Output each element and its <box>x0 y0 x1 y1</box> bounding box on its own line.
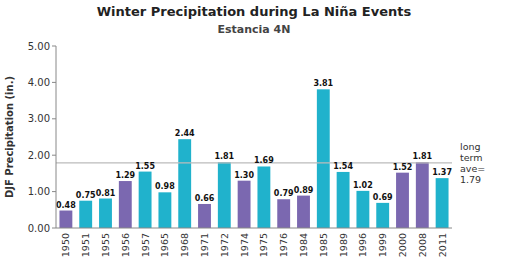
title: Winter Precipitation during La Niña Even… <box>97 4 412 19</box>
bar <box>218 162 231 228</box>
data-label: 1.02 <box>353 181 373 190</box>
average-label: longtermave=1.79 <box>460 141 485 185</box>
average-label-line: term <box>460 152 483 163</box>
y-tick-label: 2.00 <box>28 150 50 161</box>
x-tick-label: 1999 <box>377 233 388 257</box>
chart-container: Winter Precipitation during La Niña Even… <box>0 0 515 275</box>
bar <box>317 89 330 228</box>
y-tick-label: 0.00 <box>28 223 50 234</box>
data-label: 1.37 <box>432 168 452 177</box>
x-tick-label: 1984 <box>298 233 309 257</box>
data-label: 1.30 <box>234 171 254 180</box>
x-tick-label: 1971 <box>199 233 210 257</box>
x-tick-label: 1950 <box>60 233 71 257</box>
bar <box>436 178 449 228</box>
data-label: 0.98 <box>155 182 175 191</box>
y-tick <box>52 228 56 229</box>
x-tick-label: 1985 <box>318 233 329 257</box>
y-tick-label: 4.00 <box>28 77 50 88</box>
bar <box>277 199 290 228</box>
y-axis-line <box>56 46 57 228</box>
x-tick-label: 1955 <box>100 233 111 257</box>
bar <box>356 191 369 228</box>
bar <box>119 181 132 228</box>
x-tick-label: 1965 <box>159 233 170 257</box>
data-label: 1.29 <box>115 171 135 180</box>
x-axis-line <box>56 228 452 229</box>
average-label-line: 1.79 <box>460 174 481 185</box>
bar <box>198 204 211 228</box>
x-tick-label: 2008 <box>417 233 428 257</box>
data-label: 0.79 <box>274 189 294 198</box>
x-tick-label: 1976 <box>278 233 289 257</box>
y-tick-label: 3.00 <box>28 113 50 124</box>
y-axis-label: DJF Precipitation (in.) <box>4 76 15 198</box>
x-tick-label: 1996 <box>357 233 368 257</box>
y-tick <box>52 82 56 83</box>
chart-svg: Winter Precipitation during La Niña Even… <box>0 0 515 275</box>
data-label: 0.69 <box>373 193 393 202</box>
x-tick-label: 1956 <box>120 233 131 257</box>
bar <box>238 181 251 228</box>
bar <box>79 201 92 228</box>
data-label: 3.81 <box>313 79 333 88</box>
data-label: 1.54 <box>333 162 353 171</box>
data-label: 1.52 <box>393 163 413 172</box>
data-label: 1.55 <box>135 162 155 171</box>
y-tick-label: 1.00 <box>28 186 50 197</box>
x-tick-label: 1989 <box>338 233 349 257</box>
bar <box>337 172 350 228</box>
bar <box>99 199 112 228</box>
data-label: 0.66 <box>195 194 215 203</box>
bar <box>158 192 171 228</box>
bar <box>396 173 409 228</box>
data-label: 2.44 <box>175 129 195 138</box>
bars <box>59 89 448 228</box>
x-tick-label: 1951 <box>80 233 91 257</box>
x-tick-label: 1968 <box>179 233 190 257</box>
bar <box>139 172 152 228</box>
bar <box>376 203 389 228</box>
x-tick-label: 1974 <box>239 233 250 257</box>
subtitle: Estancia 4N <box>218 23 291 36</box>
y-tick <box>52 46 56 47</box>
y-tick <box>52 118 56 119</box>
bar <box>297 196 310 228</box>
data-label: 0.89 <box>294 186 314 195</box>
bar <box>257 166 270 228</box>
data-label: 0.81 <box>96 189 116 198</box>
data-label: 0.75 <box>76 191 96 200</box>
y-tick-label: 5.00 <box>28 41 50 52</box>
x-tick-label: 1957 <box>140 233 151 257</box>
y-tick <box>52 155 56 156</box>
average-label-line: long <box>460 141 481 152</box>
x-tick-label: 2011 <box>437 233 448 257</box>
data-label: 1.81 <box>412 152 432 161</box>
bar <box>178 139 191 228</box>
average-label-line: ave= <box>460 163 485 174</box>
y-tick <box>52 191 56 192</box>
data-label: 0.48 <box>56 201 76 210</box>
x-tick-label: 1975 <box>258 233 269 257</box>
bar <box>59 211 72 228</box>
data-label: 1.81 <box>214 152 234 161</box>
data-label: 1.69 <box>254 156 274 165</box>
x-tick-label: 1972 <box>219 233 230 257</box>
x-tick-label: 2000 <box>397 233 408 257</box>
bar <box>416 162 429 228</box>
